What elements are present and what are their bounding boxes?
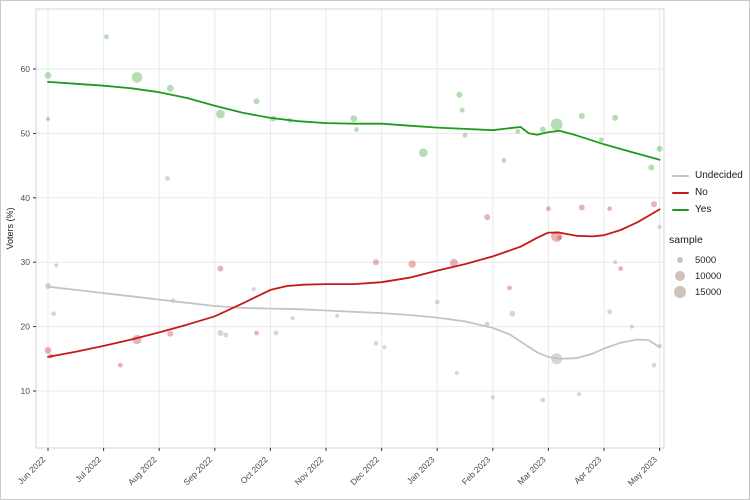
legend-label-yes: Yes (695, 204, 712, 215)
axes: 10 20 30 40 50 60 Jun 2022 Jul 2022 Aug 2022 Sep … (16, 64, 661, 488)
sample-legend-title: sample (669, 234, 703, 246)
points-undecided (45, 176, 662, 403)
legend-key (669, 208, 691, 211)
svg-text:Sep 2022: Sep 2022 (181, 454, 214, 487)
legend-key (669, 256, 691, 264)
svg-text:30: 30 (21, 257, 31, 267)
svg-text:Jun 2022: Jun 2022 (16, 454, 48, 486)
sample-legend-item: 15000 (669, 284, 749, 300)
sample-label-15000: 15000 (695, 286, 722, 298)
trend-line-yes (47, 81, 661, 161)
svg-text:Feb 2023: Feb 2023 (460, 454, 493, 487)
series-legend: Undecided No Yes (669, 167, 749, 218)
trend-line-no (47, 208, 661, 358)
legend-key (669, 286, 691, 298)
legend-item-no: No (669, 184, 749, 201)
yes-line-swatch (671, 208, 689, 211)
svg-text:Oct 2022: Oct 2022 (238, 454, 270, 486)
points-yes (44, 34, 663, 171)
sample-label-5000: 5000 (695, 254, 717, 266)
y-axis-title: Voters (%) (5, 207, 15, 249)
sample-dot-medium (675, 271, 685, 281)
legend-key (669, 174, 691, 177)
svg-text:Jul 2022: Jul 2022 (73, 454, 103, 484)
undecided-line-swatch (671, 174, 689, 177)
gridlines (36, 9, 664, 448)
svg-text:50: 50 (21, 128, 31, 138)
legend-label-no: No (695, 187, 708, 198)
svg-text:May 2023: May 2023 (626, 454, 660, 488)
panel-border (35, 8, 665, 449)
sample-size-legend: sample 5000 10000 15000 (669, 234, 749, 300)
trend-line-undecided (47, 285, 661, 360)
svg-text:40: 40 (21, 193, 31, 203)
legend-label-undecided: Undecided (695, 170, 743, 181)
svg-text:Aug 2022: Aug 2022 (126, 454, 159, 487)
svg-text:Jan 2023: Jan 2023 (405, 454, 437, 486)
legend-key (669, 191, 691, 194)
svg-text:60: 60 (21, 64, 31, 74)
sample-label-10000: 10000 (695, 270, 722, 282)
sample-legend-item: 5000 (669, 252, 749, 268)
sample-dot-small (676, 256, 684, 264)
svg-text:Mar 2023: Mar 2023 (515, 454, 548, 487)
svg-text:Nov 2022: Nov 2022 (293, 454, 326, 487)
svg-text:10: 10 (21, 386, 31, 396)
svg-text:Dec 2022: Dec 2022 (348, 454, 381, 487)
points-no (44, 201, 657, 368)
sample-legend-item: 10000 (669, 268, 749, 284)
legend-key (669, 271, 691, 281)
svg-text:Apr 2023: Apr 2023 (572, 454, 604, 486)
legend-item-yes: Yes (669, 201, 749, 218)
legend: Undecided No Yes sample 5000 10000 (669, 167, 749, 300)
no-line-swatch (671, 191, 689, 194)
sample-dot-large (674, 286, 686, 298)
svg-text:20: 20 (21, 322, 31, 332)
legend-item-undecided: Undecided (669, 167, 749, 184)
